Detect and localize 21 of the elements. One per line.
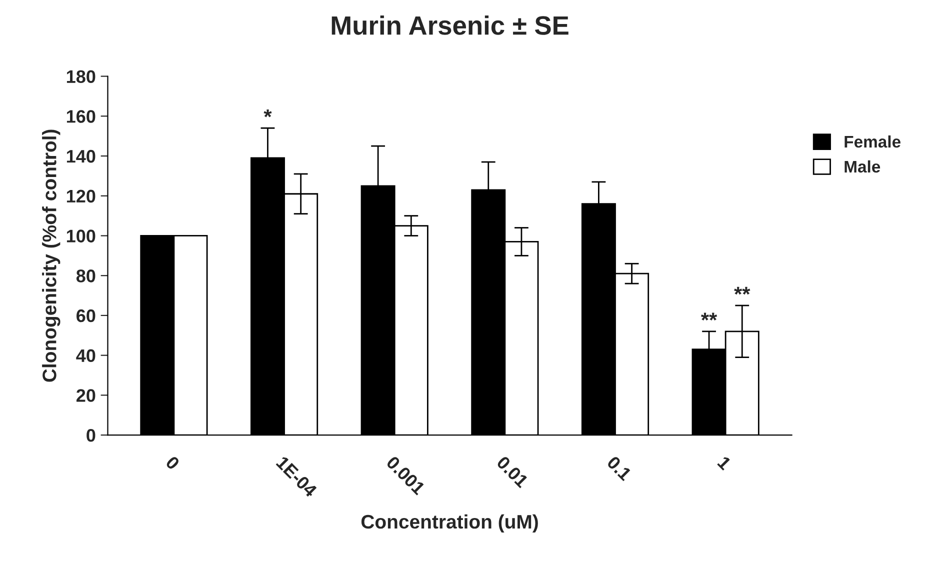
x-tick-label: 0 — [165, 455, 180, 470]
x-tick-label: 0.1 — [606, 455, 632, 482]
y-tick-label: 60 — [76, 309, 96, 322]
y-tick-label: 180 — [66, 70, 96, 83]
chart-title: Murin Arsenic ± SE — [332, 15, 568, 35]
y-tick-label: 0 — [86, 428, 96, 442]
y-tick-label: 40 — [76, 349, 96, 362]
y-tick-label: 80 — [76, 270, 96, 282]
y-tick-label: 20 — [76, 389, 96, 402]
x-tick-label: 1 — [717, 456, 732, 470]
y-axis-title: Clonogenicity (%of control) — [42, 130, 60, 382]
y-tick-label: 140 — [66, 150, 96, 163]
legend-label: Female — [844, 135, 900, 148]
y-tick-label: 120 — [66, 190, 96, 203]
y-tick-label: 100 — [66, 230, 96, 242]
annotation: * — [264, 109, 272, 118]
x-axis-title: Concentration (uM) — [361, 514, 538, 532]
legend-label: Male — [844, 160, 880, 173]
y-tick-label: 160 — [66, 110, 96, 123]
annotation: ** — [700, 312, 718, 320]
annotation: ** — [734, 286, 750, 295]
